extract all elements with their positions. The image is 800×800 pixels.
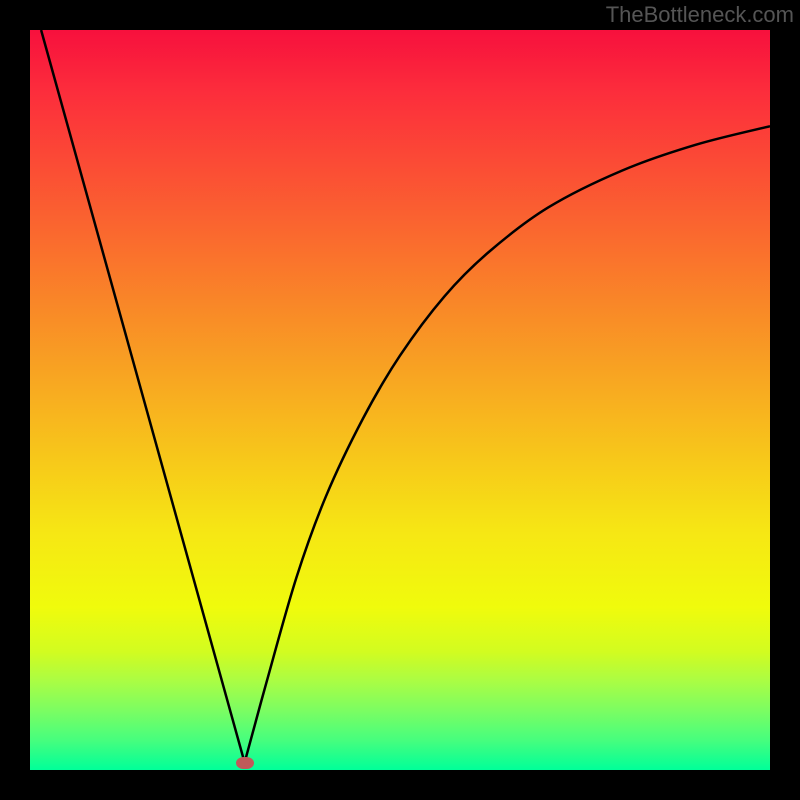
plot-area <box>30 30 770 770</box>
gradient-background <box>30 30 770 770</box>
minimum-marker <box>236 757 254 769</box>
watermark-text: TheBottleneck.com <box>606 2 794 28</box>
